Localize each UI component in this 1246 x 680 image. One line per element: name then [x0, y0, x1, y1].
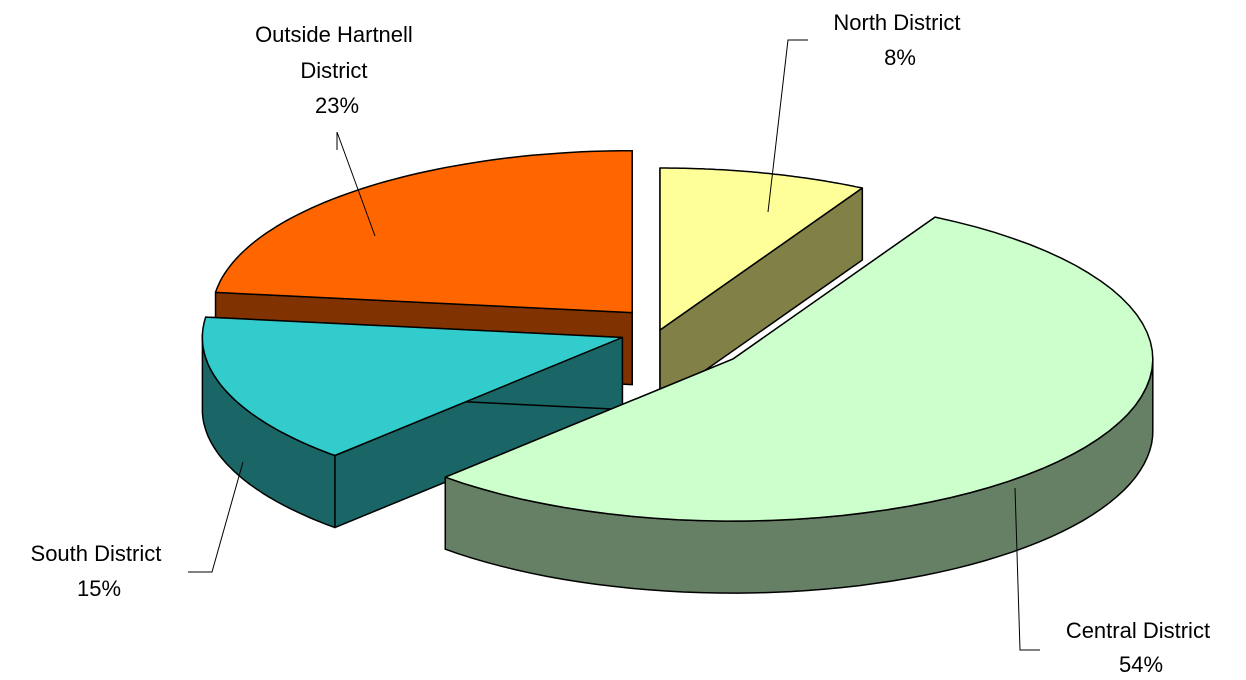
slice-percent-outside: 23% — [315, 93, 359, 118]
slice-label-outside: Outside Hartnell District 23% — [255, 22, 419, 118]
slice-label-central: Central District 54% — [1066, 618, 1216, 677]
slice-percent-south: 15% — [77, 576, 121, 601]
leader-line-south — [188, 461, 244, 573]
leader-line-outside — [336, 131, 376, 237]
slice-name-south: South District — [31, 541, 162, 566]
slice-label-south: South District 15% — [31, 541, 168, 601]
slice-label-north: North District 8% — [833, 10, 966, 70]
slice-percent-central: 54% — [1119, 652, 1163, 677]
slice-name-outside-line1: Outside Hartnell — [255, 22, 413, 47]
slice-percent-north: 8% — [884, 45, 916, 70]
slice-north — [659, 167, 864, 331]
slice-name-central: Central District — [1066, 618, 1210, 643]
slice-outside — [214, 149, 633, 314]
leader-line-central — [1014, 487, 1040, 651]
slice-south — [201, 316, 624, 457]
slice-name-north: North District — [833, 10, 960, 35]
slice-central — [444, 216, 1154, 522]
slice-name-outside-line2: District — [300, 58, 367, 83]
leader-line-north — [767, 39, 808, 213]
